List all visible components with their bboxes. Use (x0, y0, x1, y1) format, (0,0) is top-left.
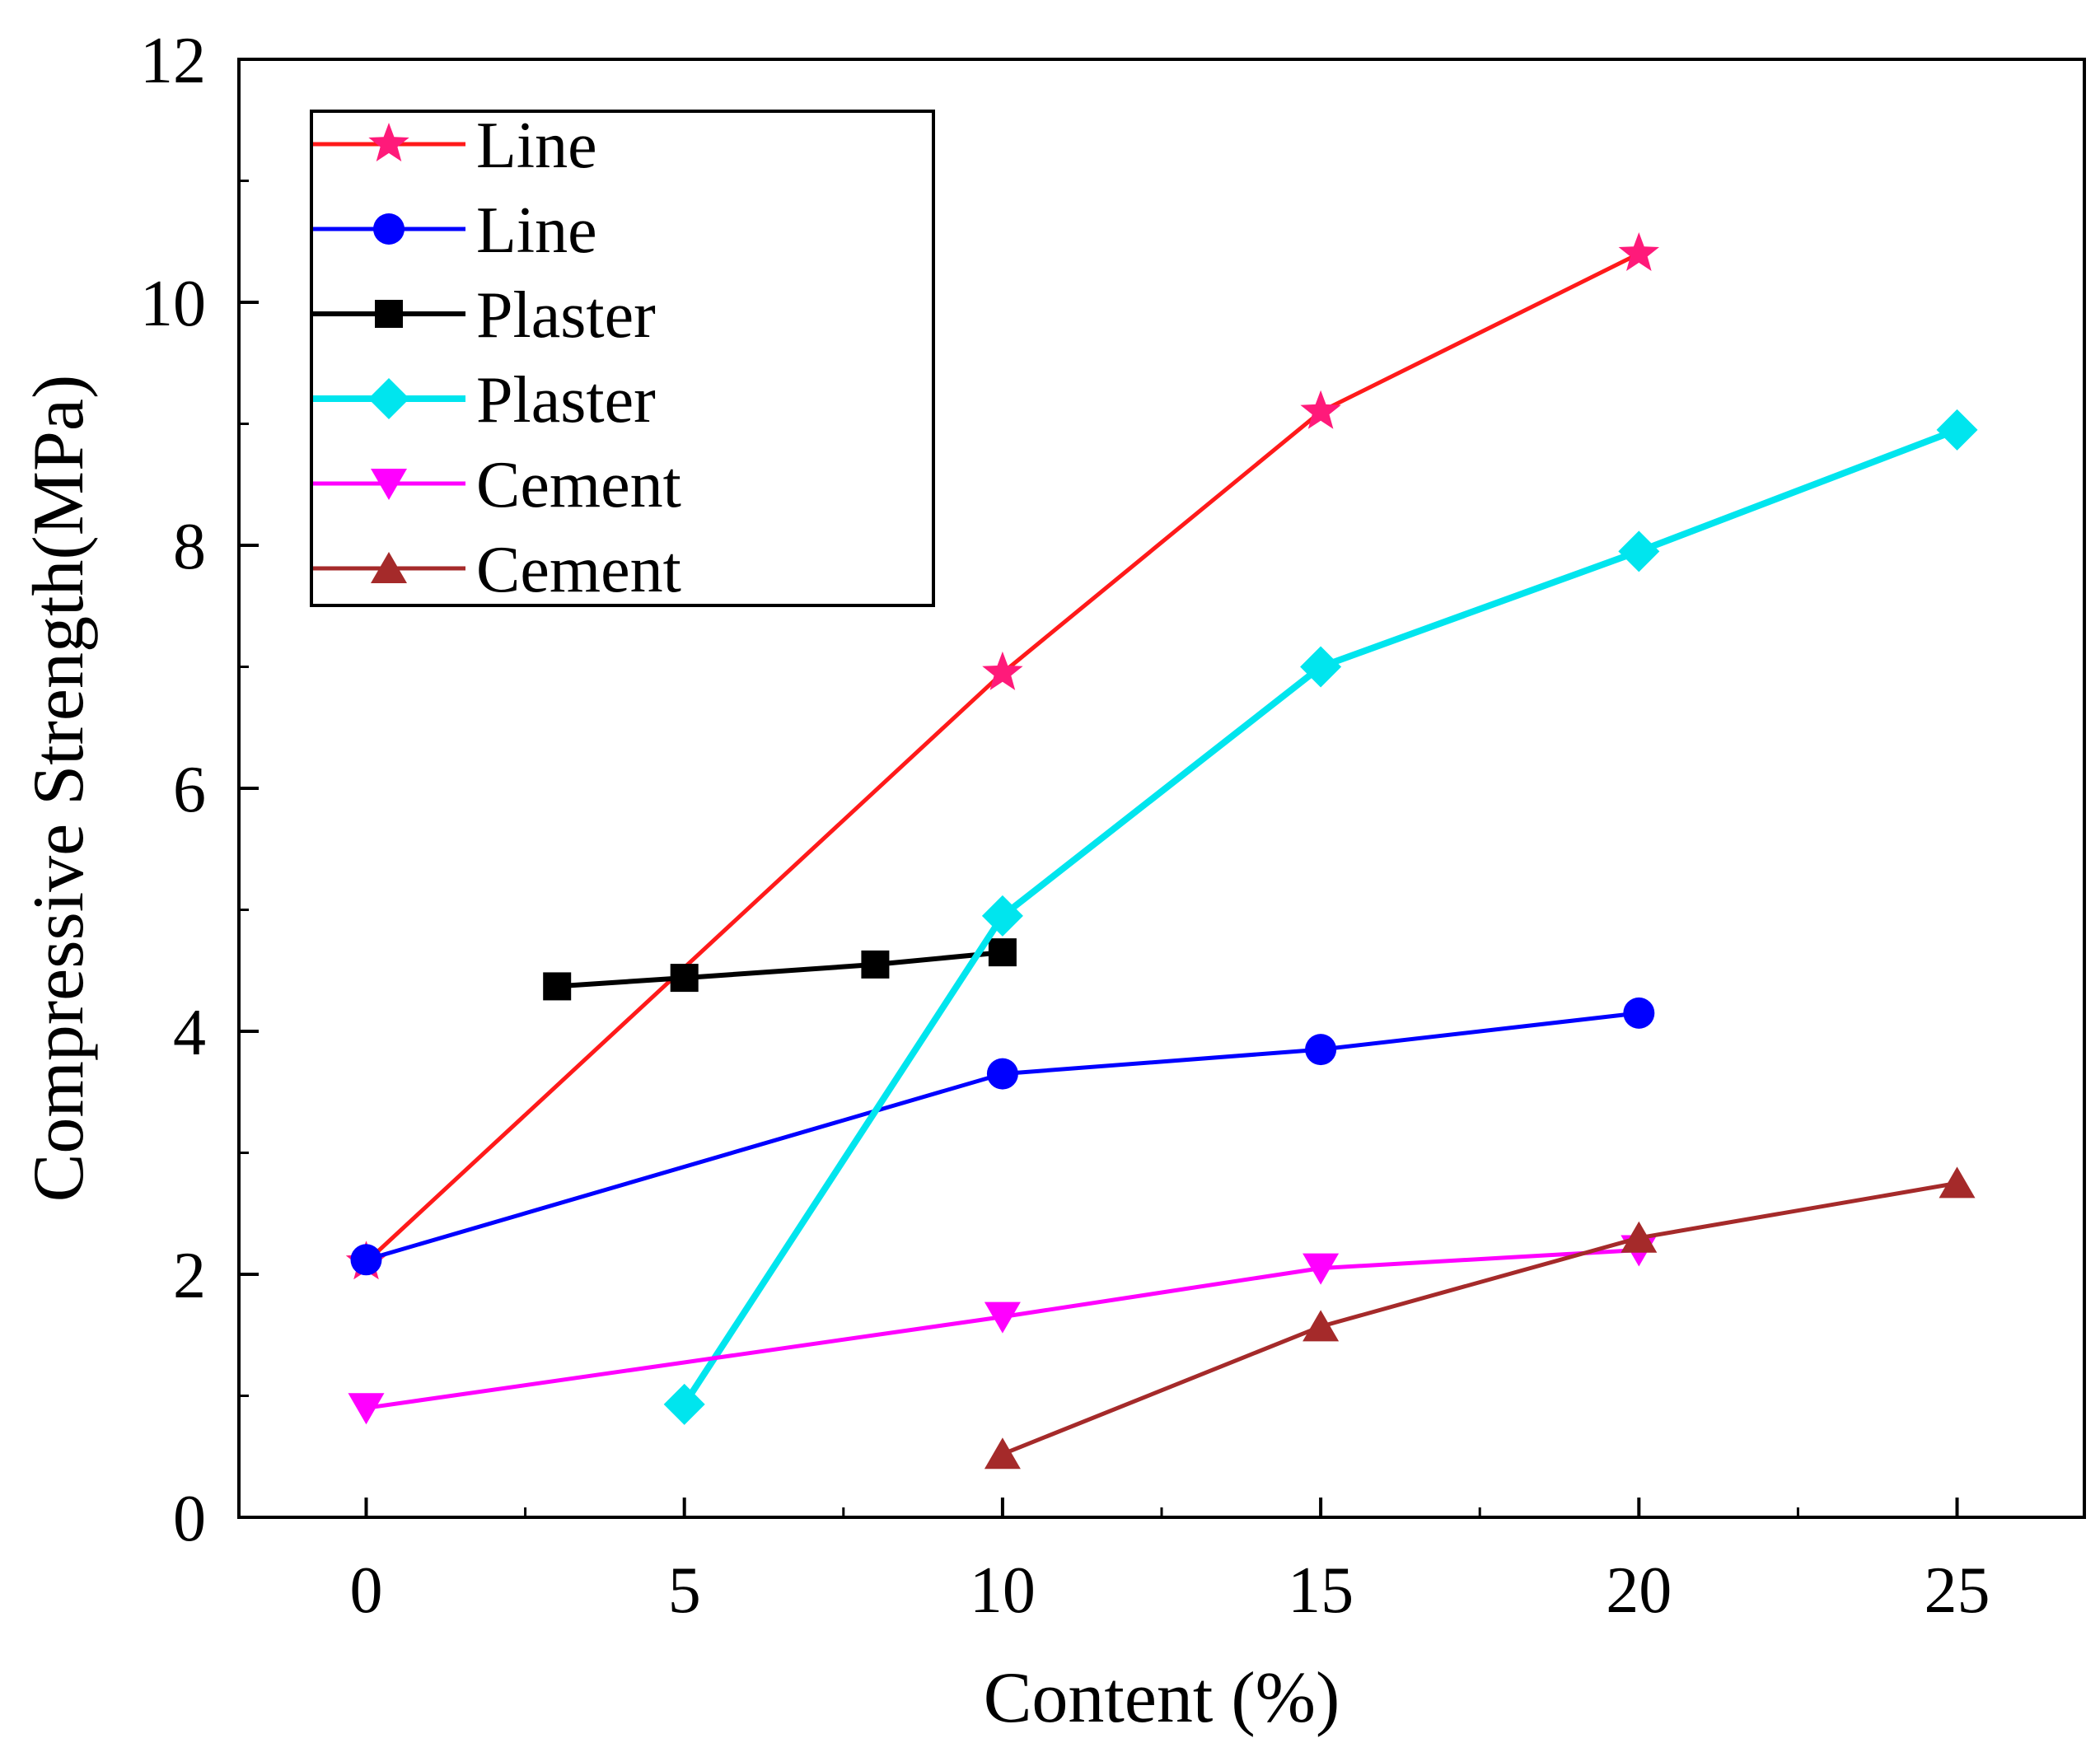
series-3 (543, 938, 1017, 1001)
y-tick-label: 4 (173, 997, 206, 1069)
x-tick-labels: 0 5 10 15 20 25 (349, 1554, 1990, 1627)
data-point-circle (986, 1058, 1018, 1090)
y-tick-labels: 0 2 4 6 8 10 12 (140, 25, 206, 1555)
series-line (366, 1248, 1639, 1410)
x-tick-label: 25 (1925, 1554, 1990, 1627)
series-5 (348, 1235, 1658, 1425)
legend-label: Plaster (476, 364, 656, 437)
x-tick-label: 15 (1288, 1554, 1354, 1627)
data-point-circle (1623, 997, 1655, 1029)
data-point-square (861, 950, 890, 979)
y-axis-label: Compressive Strength(MPa) (19, 375, 99, 1203)
legend-item: Cement (313, 534, 681, 606)
legend-marker-triangle-up (371, 552, 407, 583)
legend-item: Cement (313, 449, 681, 521)
y-tick-label: 2 (173, 1240, 206, 1312)
x-tick-label: 0 (349, 1554, 382, 1627)
series-4 (663, 409, 1978, 1425)
data-point-diamond (663, 1383, 705, 1425)
series-line (1001, 1180, 1957, 1456)
legend-item: Plaster (313, 279, 656, 352)
legend-marker-square (375, 300, 403, 328)
data-point-square (670, 964, 699, 993)
data-point-star (1300, 390, 1341, 429)
legend-item: Line (313, 194, 597, 267)
axis-ticks (239, 58, 1959, 1519)
legend-label: Line (476, 194, 597, 267)
y-tick-label: 0 (173, 1483, 206, 1555)
series-2 (350, 997, 1655, 1276)
data-point-triangle-up (1939, 1166, 1976, 1199)
series-line (365, 1011, 1639, 1262)
data-point-square (543, 972, 572, 1001)
data-point-square (988, 938, 1017, 967)
data-point-circle (350, 1244, 382, 1276)
series-layer (345, 232, 1978, 1470)
y-tick-label: 10 (140, 268, 206, 340)
legend-label: Cement (476, 534, 681, 606)
legend-marker-diamond (368, 378, 409, 419)
legend-item: Line (313, 110, 597, 182)
data-point-triangle-down (348, 1393, 385, 1425)
data-point-circle (1305, 1034, 1337, 1066)
x-tick-label: 20 (1606, 1554, 1672, 1627)
legend: Line Line Plaster Plaster Cement Cement (310, 110, 935, 607)
legend-box (310, 110, 935, 607)
legend-label: Line (476, 110, 597, 182)
data-point-diamond (1936, 409, 1978, 451)
legend-item: Plaster (313, 364, 656, 437)
series-line (557, 950, 1003, 989)
legend-marker-circle (373, 213, 405, 245)
x-tick-label: 5 (668, 1554, 701, 1627)
x-axis-label: Content (%) (984, 1658, 1340, 1738)
x-tick-label: 10 (970, 1554, 1036, 1627)
y-tick-label: 6 (173, 754, 206, 826)
series-6 (984, 1166, 1976, 1470)
data-point-star (1618, 232, 1659, 271)
data-point-triangle-down (984, 1301, 1021, 1334)
data-point-diamond (1618, 530, 1660, 572)
data-point-diamond (981, 895, 1023, 937)
legend-label: Plaster (476, 279, 656, 352)
data-point-triangle-up (1303, 1310, 1340, 1342)
data-point-star (982, 651, 1023, 690)
data-point-triangle-down (1303, 1253, 1340, 1285)
data-point-triangle-up (984, 1437, 1021, 1470)
data-point-triangle-up (1621, 1221, 1658, 1253)
data-point-diamond (1300, 646, 1342, 688)
y-tick-label: 8 (173, 511, 206, 583)
y-tick-label: 12 (140, 25, 206, 97)
legend-label: Cement (476, 449, 681, 521)
legend-marker-triangle-down (371, 469, 407, 500)
legend-marker-star (368, 123, 409, 161)
